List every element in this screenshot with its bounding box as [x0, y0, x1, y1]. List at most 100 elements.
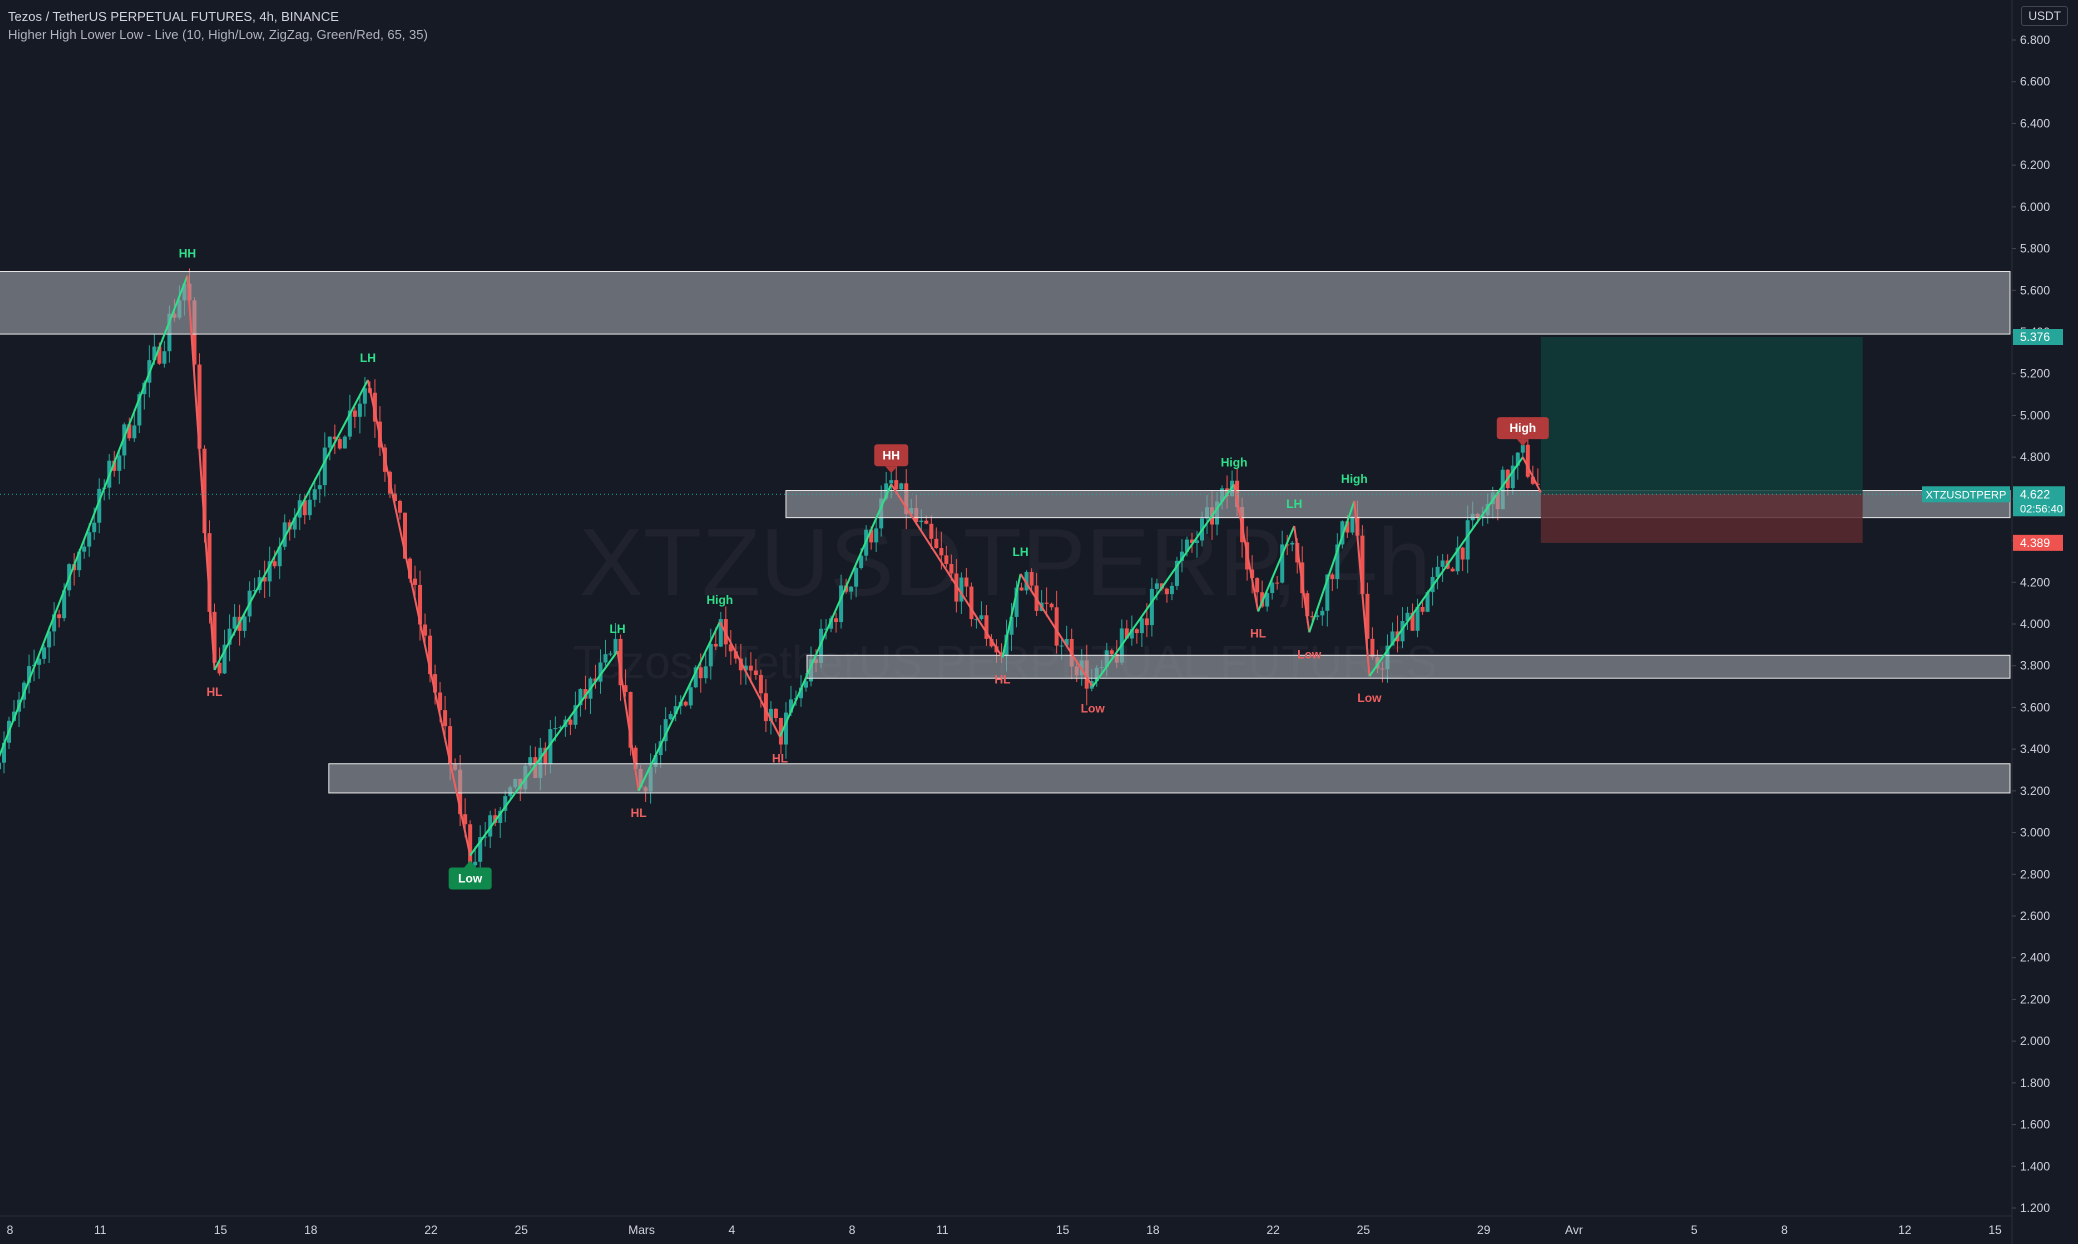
indicator-title[interactable]: Higher High Lower Low - Live (10, High/L… [8, 27, 428, 42]
candle-body [849, 586, 854, 592]
candle-body [653, 755, 658, 767]
candle-body [824, 628, 829, 630]
candle-body [573, 705, 578, 725]
x-tick-label: 8 [1781, 1223, 1788, 1237]
x-tick-label: 11 [94, 1223, 107, 1237]
zigzag-segment [637, 621, 721, 792]
pivot-label: LH [1286, 497, 1302, 511]
candle-body [112, 460, 117, 471]
candle-body [122, 424, 127, 456]
y-tick-label: 3.400 [2020, 742, 2050, 756]
candle-body [1435, 566, 1440, 577]
zigzag-segment [718, 621, 781, 738]
candle-body [738, 658, 743, 671]
y-tick-label: 6.800 [2020, 33, 2050, 47]
candle-body [1044, 602, 1049, 604]
candle-body [62, 590, 67, 619]
candle-body [763, 693, 768, 722]
price-tag-label: 5.376 [2020, 330, 2050, 344]
y-tick-label: 6.200 [2020, 158, 2050, 172]
candle-body [1360, 535, 1365, 594]
pivot-label: LH [1013, 545, 1029, 559]
x-tick-label: 8 [7, 1223, 14, 1237]
candle-body [137, 394, 142, 426]
candle-body [869, 529, 874, 543]
candle-body [1059, 645, 1064, 647]
candle-body [1520, 444, 1525, 453]
symbol-title[interactable]: Tezos / TetherUS PERPETUAL FUTURES, 4h, … [8, 9, 339, 24]
candle-body [788, 699, 793, 713]
candle-body [658, 741, 663, 756]
x-tick-label: 18 [304, 1223, 318, 1237]
candle-body [1340, 521, 1345, 545]
candle-body [668, 714, 673, 720]
candle-body [1515, 452, 1520, 466]
candle-body [553, 728, 558, 730]
candle-body [1405, 612, 1410, 622]
candle-body [839, 585, 844, 623]
y-tick-label: 5.200 [2020, 367, 2050, 381]
candle-body [1255, 578, 1260, 593]
candle-body [1400, 621, 1405, 642]
candle-body [1335, 544, 1340, 579]
candle-body [117, 455, 122, 471]
candle-body [924, 520, 929, 524]
candle-body [693, 667, 698, 688]
candle-body [157, 346, 162, 364]
currency-button[interactable]: USDT [2021, 6, 2068, 26]
candle-body [728, 644, 733, 652]
zigzag-segment [1001, 573, 1022, 658]
candle-body [423, 624, 428, 636]
x-tick-label: 12 [1898, 1223, 1912, 1237]
x-tick-label: 25 [515, 1223, 529, 1237]
candle-body [132, 425, 137, 439]
y-tick-label: 1.800 [2020, 1076, 2050, 1090]
y-tick-label: 1.200 [2020, 1201, 2050, 1215]
x-tick-label: 8 [849, 1223, 856, 1237]
last-price-tag-box [2013, 486, 2065, 517]
candle-body [1174, 560, 1179, 586]
candle-body [362, 388, 367, 404]
candle-body [859, 555, 864, 568]
candle-body [1275, 582, 1280, 584]
candle-body [77, 551, 82, 571]
candle-body [783, 712, 788, 745]
pivot-label-pointer [885, 466, 898, 474]
x-tick-label: 15 [214, 1223, 228, 1237]
candle-body [1064, 638, 1069, 646]
candle-body [397, 500, 402, 513]
candle-body [854, 567, 859, 587]
zone-resistance-top [0, 271, 2011, 335]
candle-body [753, 670, 758, 676]
candle-body [768, 708, 773, 722]
x-tick-label: 15 [1988, 1223, 2002, 1237]
candle-body [979, 615, 984, 620]
candle-body [1500, 469, 1505, 510]
pivot-label: HL [631, 806, 647, 820]
candle-body [894, 480, 899, 490]
y-tick-label: 5.600 [2020, 283, 2050, 297]
pivot-label-pointer [1516, 439, 1529, 447]
zigzag-segment [890, 483, 1004, 658]
zigzag-segment [366, 379, 472, 856]
y-tick-label: 4.800 [2020, 450, 2050, 464]
candle-body [1164, 588, 1169, 595]
candle-body [372, 392, 377, 422]
candle-body [1139, 618, 1144, 634]
candle-body [302, 500, 307, 516]
candle-body [718, 619, 723, 647]
candle-body [292, 517, 297, 530]
zigzag-group [0, 275, 1542, 857]
candle-body [583, 689, 588, 699]
candle-body [618, 638, 623, 686]
candle-body [578, 689, 583, 706]
pivot-label: HL [772, 752, 788, 766]
candle-body [1154, 583, 1159, 589]
candle-body [708, 643, 713, 667]
candle-body [733, 651, 738, 659]
y-tick-label: 5.800 [2020, 242, 2050, 256]
candle-body [743, 665, 748, 671]
pivot-label: Low [1357, 691, 1382, 705]
